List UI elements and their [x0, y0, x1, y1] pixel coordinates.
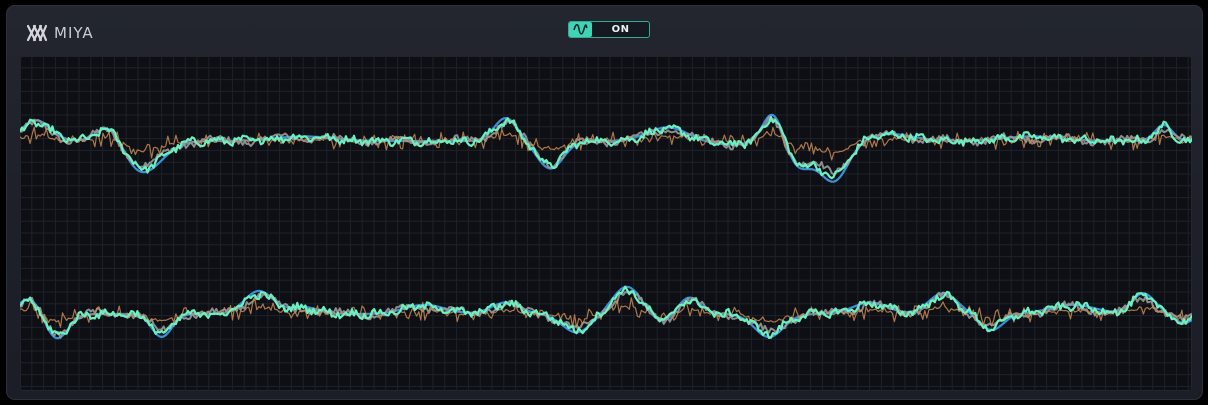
brand-name: MIYA: [54, 24, 94, 42]
channel-2-green-trace: [20, 285, 1192, 339]
channel-1-green-trace: [20, 115, 1192, 180]
channel-1-gray-trace: [20, 116, 1192, 176]
channel-1-blue-trace: [20, 113, 1192, 183]
scope-grid: [20, 56, 1192, 391]
power-toggle-label: ON: [611, 24, 630, 35]
waveform-icon: [569, 22, 592, 37]
miya-logo-icon: [26, 24, 48, 42]
brand: MIYA: [26, 22, 94, 44]
power-toggle[interactable]: ON: [568, 21, 650, 38]
oscilloscope-display: [20, 56, 1192, 391]
plugin-window: MIYA ON: [6, 5, 1203, 400]
scope-traces: [20, 113, 1192, 340]
oscilloscope-canvas: [20, 56, 1192, 391]
